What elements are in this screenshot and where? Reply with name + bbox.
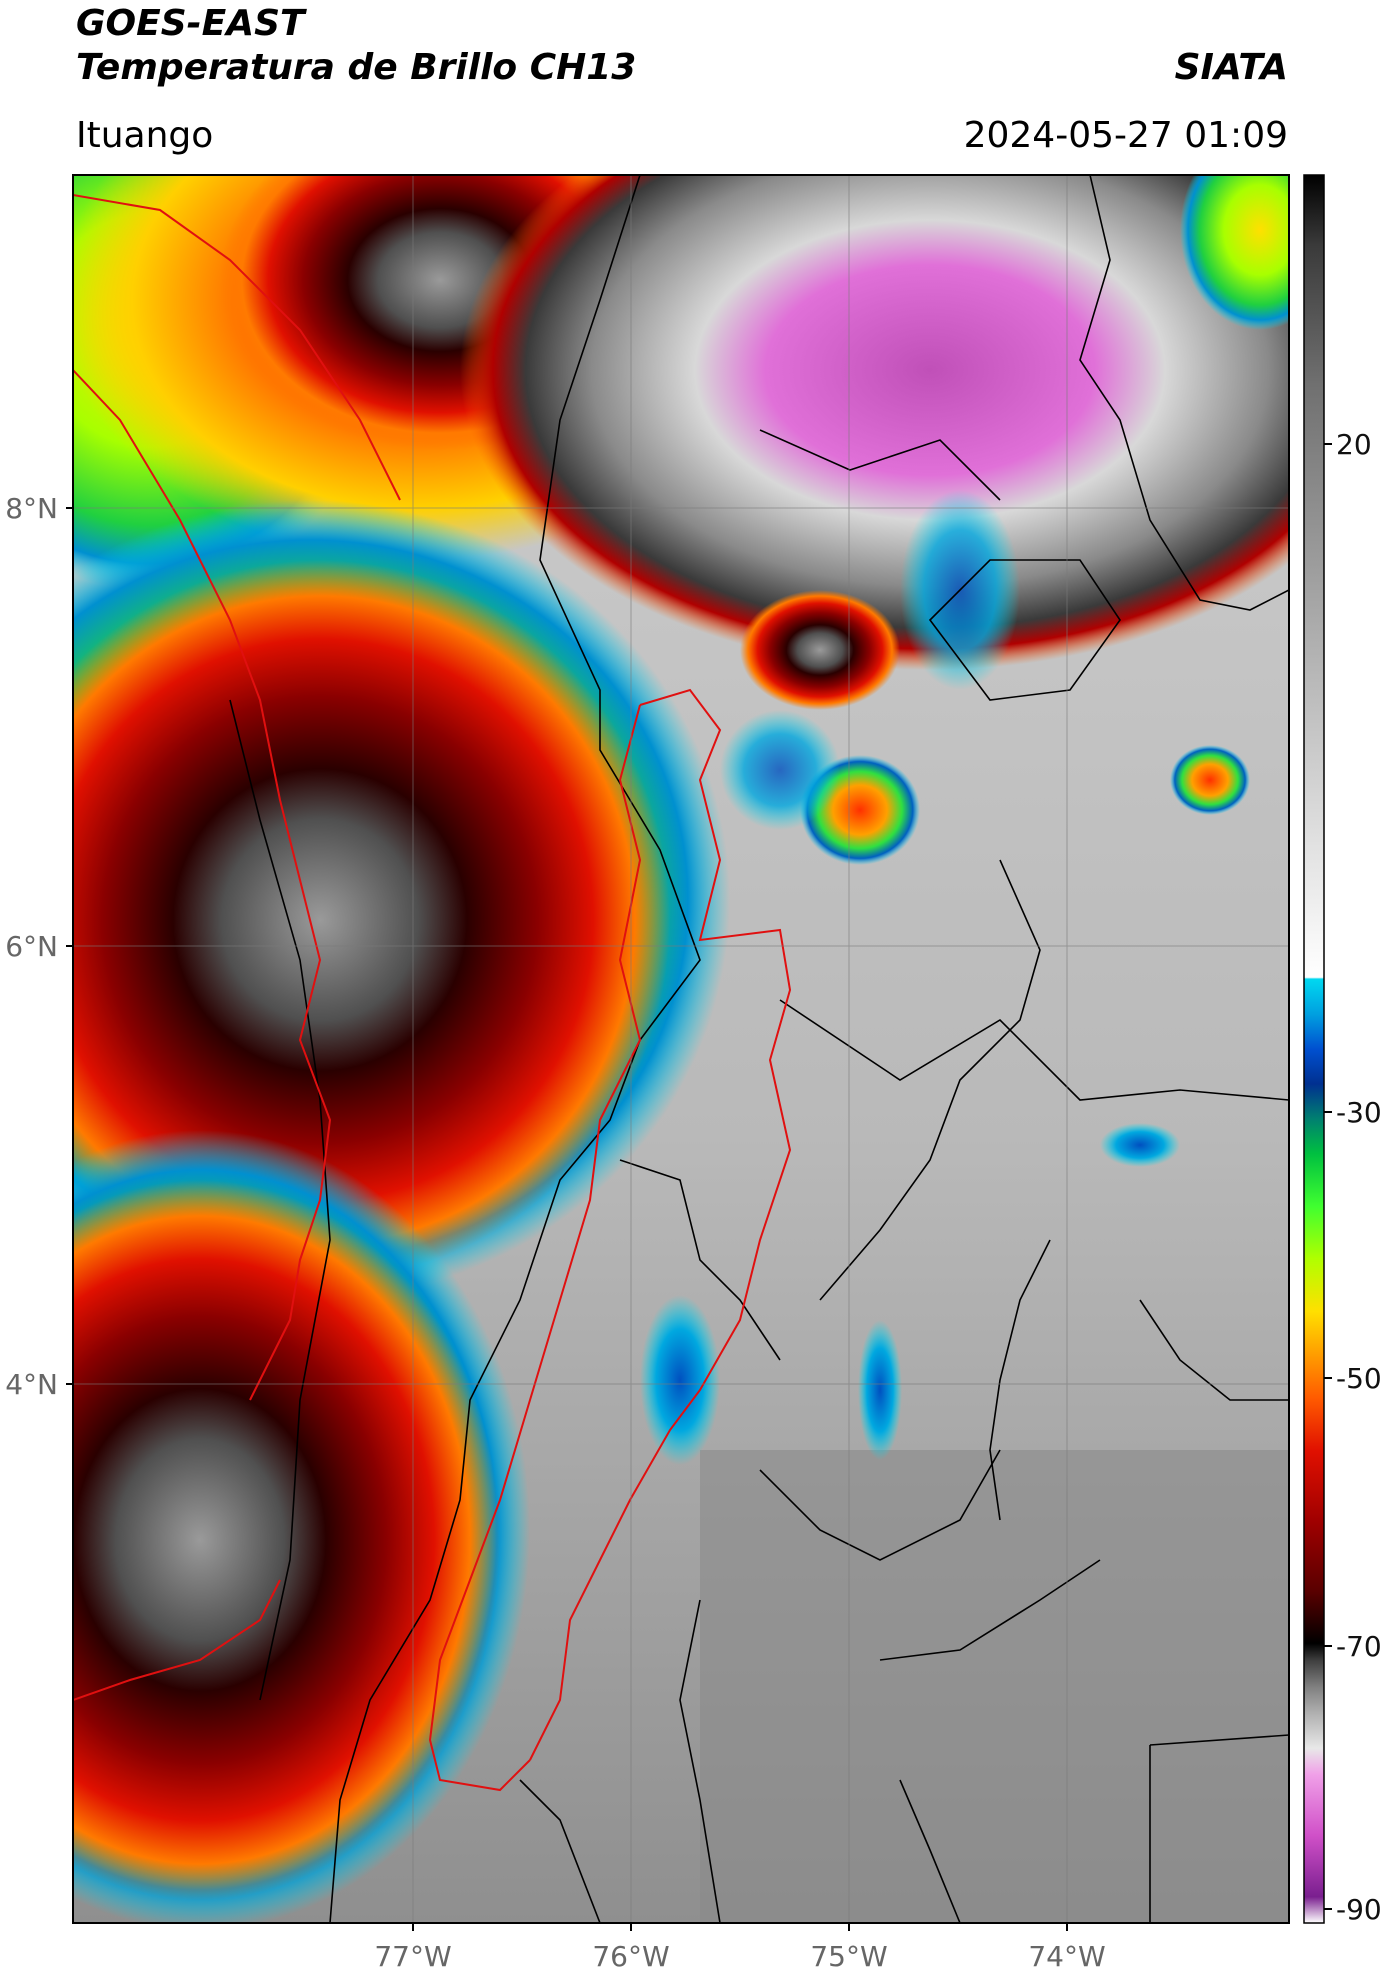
colorbar-label-20: 20 — [1336, 428, 1372, 461]
cyan-cell-5 — [720, 710, 840, 830]
lon-tick-77w: 77°W — [374, 1940, 451, 1973]
department-borders — [73, 194, 792, 1792]
brand-label: SIATA — [1174, 47, 1288, 88]
southwest-convective-system — [73, 1180, 500, 1900]
small-cell-east — [1170, 745, 1250, 815]
map-frame — [72, 174, 1290, 1924]
colorbar — [1303, 174, 1325, 1924]
lat-tick-8n: 8°N — [5, 492, 58, 525]
northern-cold-cloud-top — [460, 175, 1289, 670]
central-convective-system — [73, 560, 670, 1280]
cyan-cell-3 — [1100, 1123, 1180, 1167]
warm-lowland-area — [700, 1450, 1289, 1923]
satellite-title: GOES-EAST — [76, 3, 305, 44]
lat-tick-6n: 6°N — [5, 930, 58, 963]
colorbar-label-minus90: -90 — [1336, 1893, 1382, 1926]
cyan-cell-1 — [640, 1295, 720, 1465]
graticule — [73, 175, 1289, 1923]
lon-tick-74w: 74°W — [1028, 1940, 1105, 1973]
product-title: Temperatura de Brillo CH13 — [76, 47, 637, 88]
colorbar-label-minus50: -50 — [1336, 1362, 1382, 1395]
location-label: Ituango — [76, 115, 214, 156]
lon-tick-75w: 75°W — [810, 1940, 887, 1973]
longitude-ticks — [412, 1923, 1068, 1931]
colorbar-ticks — [1324, 443, 1332, 1910]
lat-tick-4n: 4°N — [5, 1368, 58, 1401]
colorbar-label-minus70: -70 — [1336, 1630, 1382, 1663]
datetime-label: 2024-05-27 01:09 — [963, 115, 1288, 156]
imagery-layer — [73, 175, 1289, 1923]
cyan-cell-2 — [858, 1320, 902, 1460]
lon-tick-76w: 76°W — [592, 1940, 669, 1973]
latitude-ticks — [66, 507, 73, 1385]
northeast-cloud — [1180, 175, 1289, 330]
small-cell-north — [740, 590, 900, 710]
municipal-borders — [229, 175, 1289, 1923]
colorbar-label-minus30: -30 — [1336, 1096, 1382, 1129]
